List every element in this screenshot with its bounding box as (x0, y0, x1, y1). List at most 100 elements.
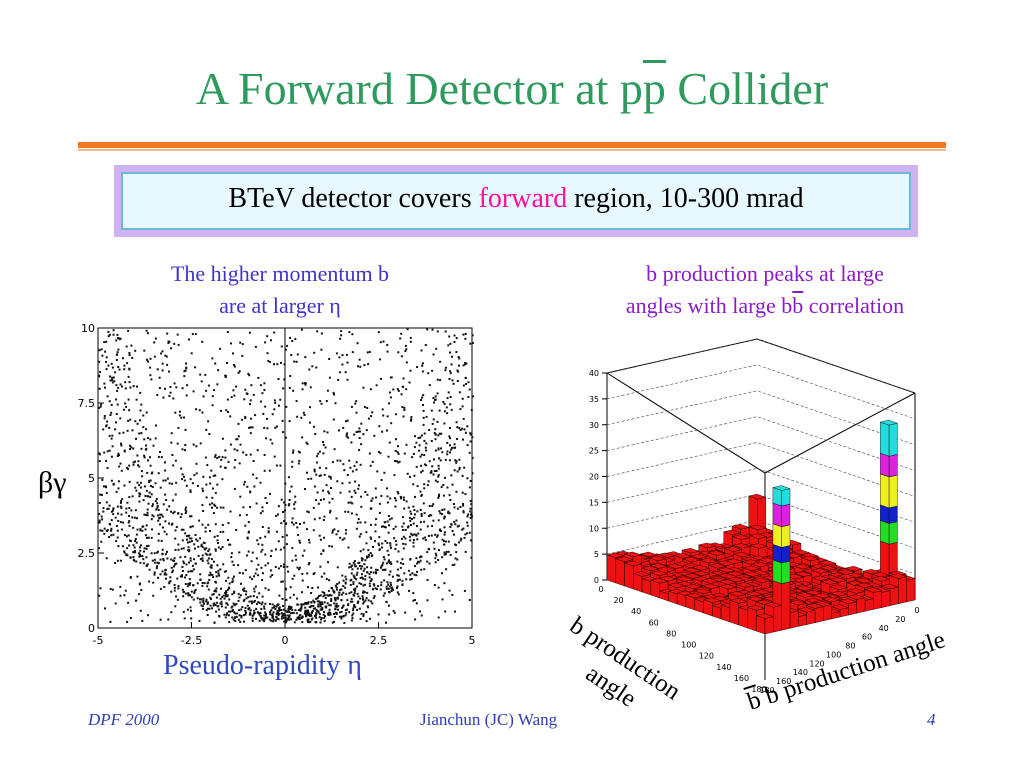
scatter-point (233, 466, 236, 469)
scatter-point (447, 510, 450, 513)
scatter-point (423, 463, 426, 466)
scatter-point (289, 586, 292, 589)
scatter-point (214, 474, 217, 477)
scatter-point (195, 462, 198, 465)
bar-top (673, 553, 692, 559)
scatter-point (126, 547, 129, 550)
scatter-point (190, 590, 193, 593)
scatter-point (417, 437, 420, 439)
scatter-point (291, 608, 294, 611)
scatter-point (264, 587, 267, 590)
scatter-point (381, 546, 383, 549)
scatter-point (280, 609, 283, 611)
scatter-point (386, 350, 389, 353)
scatter-point (303, 549, 306, 552)
scatter-point (382, 525, 385, 528)
scatter-point (148, 479, 151, 482)
scatter-point (334, 598, 337, 601)
scatter-point (389, 544, 392, 547)
scatter-point (340, 330, 343, 333)
scatter-point (131, 495, 134, 498)
scatter-point (299, 607, 302, 610)
scatter-point (213, 389, 216, 392)
scatter-point (468, 486, 471, 489)
bar-face (781, 524, 791, 548)
scatter-point (247, 521, 250, 524)
scatter-point (346, 599, 349, 602)
scatter-point (410, 418, 413, 421)
scatter-point (234, 612, 237, 615)
scatter-point (447, 391, 450, 394)
scatter-point (267, 531, 270, 534)
bar-top (632, 571, 652, 577)
axis2-tick-label: 80 (845, 642, 855, 651)
scatter-point (277, 614, 280, 617)
scatter-point (263, 605, 266, 608)
scatter-point (260, 566, 263, 569)
scatter-point (128, 539, 131, 542)
scatter-point (215, 571, 218, 574)
scatter-point (354, 491, 357, 494)
scatter-point (139, 486, 142, 489)
scatter-point (207, 581, 210, 584)
scatter-point (156, 394, 159, 396)
scatter-point (287, 476, 290, 479)
lego-plot: 0510152025303540020406080100120140160180… (589, 338, 920, 695)
scatter-point (461, 427, 464, 430)
scatter-point (149, 357, 152, 360)
scatter-point (280, 498, 283, 501)
scatter-point (400, 393, 403, 396)
scatter-point (397, 578, 400, 581)
scatter-point (449, 351, 451, 354)
scatter-point (199, 601, 202, 604)
scatter-point (201, 554, 204, 557)
scatter-point (205, 609, 208, 612)
scatter-point (317, 603, 320, 606)
bar-face (781, 560, 791, 584)
scatter-point (301, 579, 304, 582)
scatter-point (231, 593, 234, 596)
scatter-point (423, 454, 426, 456)
scatter-point (340, 599, 343, 602)
scatter-point (466, 444, 469, 447)
scatter-point (386, 415, 389, 418)
scatter-point (438, 529, 441, 532)
scatter-point (323, 611, 326, 614)
scatter-point (462, 333, 465, 336)
scatter-point (169, 576, 172, 579)
scatter-point (116, 333, 119, 336)
scatter-point (110, 362, 113, 365)
scatter-point (145, 489, 148, 492)
scatter-point (402, 522, 405, 525)
scatter-point (201, 605, 204, 608)
scatter-point (142, 426, 145, 429)
scatter-point (424, 344, 427, 346)
scatter-point (146, 536, 148, 539)
scatter-point (157, 455, 160, 458)
scatter-point (119, 417, 122, 420)
scatter-point (280, 612, 283, 615)
scatter-point (466, 477, 469, 480)
scatter-point (282, 613, 285, 616)
scatter-point (438, 409, 441, 412)
axis2-tick-label: 120 (809, 659, 824, 668)
scatter-point (351, 470, 354, 473)
scatter-point (322, 443, 325, 446)
scatter-point (148, 568, 151, 571)
bar-top (640, 565, 660, 572)
scatter-point (114, 602, 117, 605)
scatter-point (470, 539, 472, 542)
scatter-point (305, 615, 307, 618)
scatter-point (214, 548, 217, 551)
scatter-point (276, 617, 279, 620)
scatter-point (331, 529, 334, 532)
scatter-point (132, 463, 135, 466)
scatter-point (333, 591, 336, 594)
scatter-point (307, 478, 310, 480)
scatter-point (117, 512, 120, 515)
scatter-point (159, 486, 162, 489)
scatter-point (303, 414, 306, 416)
scatter-point (330, 598, 333, 601)
scatter-point (402, 415, 405, 418)
scatter-point (448, 589, 451, 592)
